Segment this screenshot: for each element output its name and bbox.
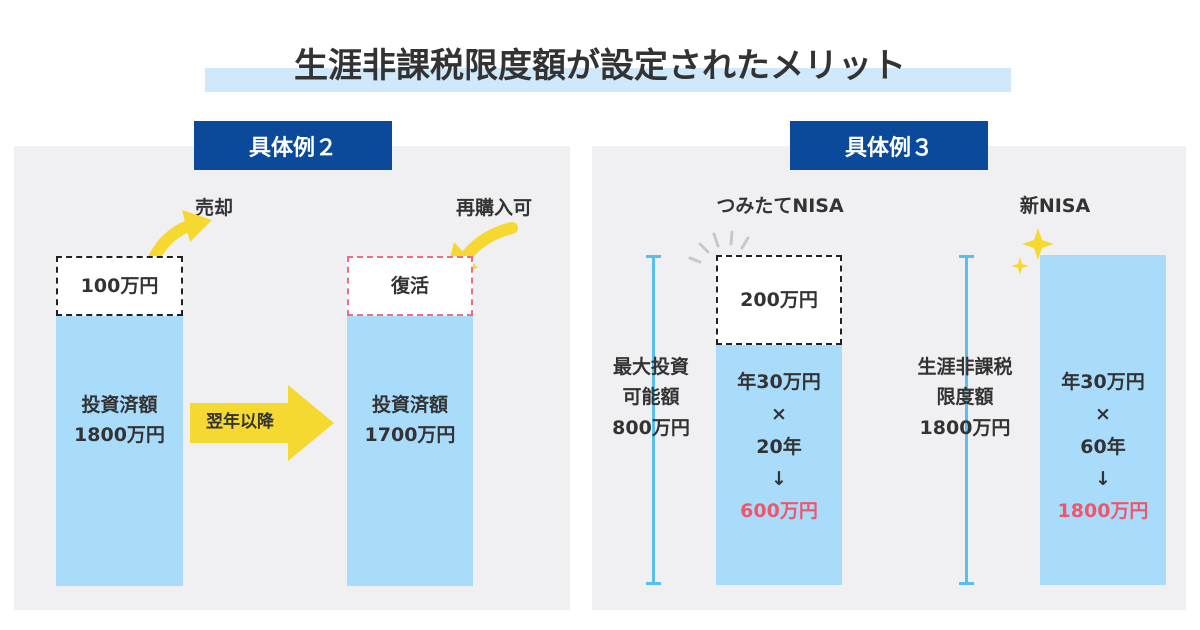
left-measure-line1: 最大投資	[612, 356, 689, 378]
after-bar-label: 投資済額 1700万円	[347, 390, 473, 451]
sell-arrow-head	[182, 210, 212, 242]
new-nisa-down: ↓	[1095, 467, 1111, 490]
new-nisa-heading: 新NISA	[1019, 195, 1091, 217]
tsumitate-heading: つみたてNISA	[716, 195, 844, 217]
title-highlight	[205, 68, 1011, 92]
repurchase-label: 再購入可	[456, 197, 533, 219]
right-measure-line2: 限度額	[936, 386, 994, 409]
new-nisa-line2: 60年	[1080, 435, 1126, 458]
example3-badge: 具体例３	[790, 121, 988, 170]
new-nisa-times: ×	[1095, 403, 1111, 426]
next-year-arrow	[190, 385, 334, 461]
right-measure-label: 生涯非課税 限度額 1800万円	[900, 352, 1030, 443]
new-nisa-bar	[1040, 255, 1166, 585]
sold-amount-box: 100万円	[56, 256, 183, 316]
left-measure-line2: 可能額	[622, 386, 680, 409]
repurchase-arrow	[462, 222, 518, 260]
next-year-label: 翌年以降	[206, 412, 274, 433]
before-bar-line2: 1800万円	[74, 424, 165, 447]
after-bar	[347, 316, 473, 586]
tsumitate-bar-label: 年30万円 × 20年 ↓ 600万円	[716, 366, 842, 527]
new-nisa-bar-label: 年30万円 × 60年 ↓ 1800万円	[1040, 366, 1166, 527]
tsumitate-times: ×	[771, 403, 787, 426]
tsumitate-line1: 年30万円	[737, 371, 821, 393]
left-measure-label: 最大投資 可能額 800万円	[595, 352, 707, 443]
right-measure-line3: 1800万円	[919, 416, 1011, 439]
left-measure-line3: 800万円	[612, 416, 690, 439]
new-nisa-line1: 年30万円	[1061, 371, 1145, 393]
after-bar-line1: 投資済額	[371, 394, 448, 416]
left-gap-box: 200万円	[716, 255, 842, 345]
right-measure-line	[959, 255, 974, 585]
tsumitate-bar	[716, 345, 842, 585]
after-bar-line2: 1700万円	[364, 424, 456, 447]
before-bar	[56, 316, 183, 586]
dull-spark-icon	[688, 230, 750, 264]
before-bar-label: 投資済額 1800万円	[56, 390, 183, 451]
page-title: 生涯非課税限度額が設定されたメリット	[294, 45, 906, 86]
tsumitate-down: ↓	[771, 467, 787, 490]
sell-label: 売却	[195, 197, 234, 219]
before-bar-line1: 投資済額	[81, 394, 158, 416]
tsumitate-result: 600万円	[740, 500, 818, 523]
example2-badge: 具体例２	[194, 121, 392, 170]
right-measure-line1: 生涯非課税	[917, 356, 1013, 378]
left-measure-line	[646, 255, 661, 585]
restored-box: 復活	[347, 256, 473, 316]
tsumitate-line2: 20年	[756, 435, 802, 458]
new-nisa-result: 1800万円	[1057, 500, 1149, 523]
